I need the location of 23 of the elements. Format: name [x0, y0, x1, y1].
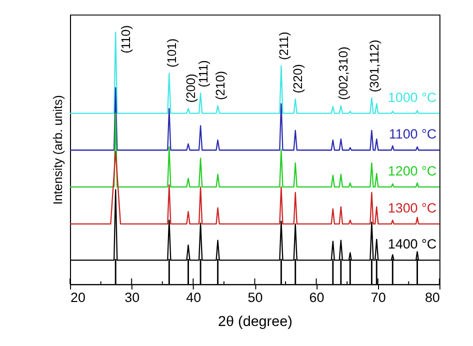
x-tick-label: 40	[186, 290, 202, 305]
series-label: 1300 °C	[388, 200, 437, 216]
annotation: (200)	[184, 74, 198, 103]
x-tick-label: 20	[70, 290, 86, 305]
x-tick-label: 50	[248, 290, 263, 305]
annotation: (111)	[196, 60, 210, 88]
annotation: (110)	[118, 25, 133, 54]
annotation: (220)	[291, 64, 306, 94]
x-tick-label: 80	[424, 290, 440, 305]
annotation: (211)	[276, 32, 291, 60]
annotation: (210)	[214, 70, 228, 100]
x-axis-title: 2θ (degree)	[218, 314, 292, 330]
x-tick-label: 70	[370, 290, 386, 305]
y-axis-title: Intensity (arb. units)	[50, 95, 65, 205]
annotation: (002,310)	[336, 46, 351, 100]
series-label: 1400 °C	[388, 236, 437, 252]
series-label: 1100 °C	[388, 126, 437, 142]
x-tick-label: 30	[124, 290, 140, 305]
x-tick-label: 60	[309, 290, 324, 305]
annotation: (301,112)	[367, 40, 382, 92]
series-label: 1200 °C	[388, 163, 437, 178]
annotation: (101)	[164, 38, 179, 68]
series-label: 1000 °C	[388, 90, 437, 105]
